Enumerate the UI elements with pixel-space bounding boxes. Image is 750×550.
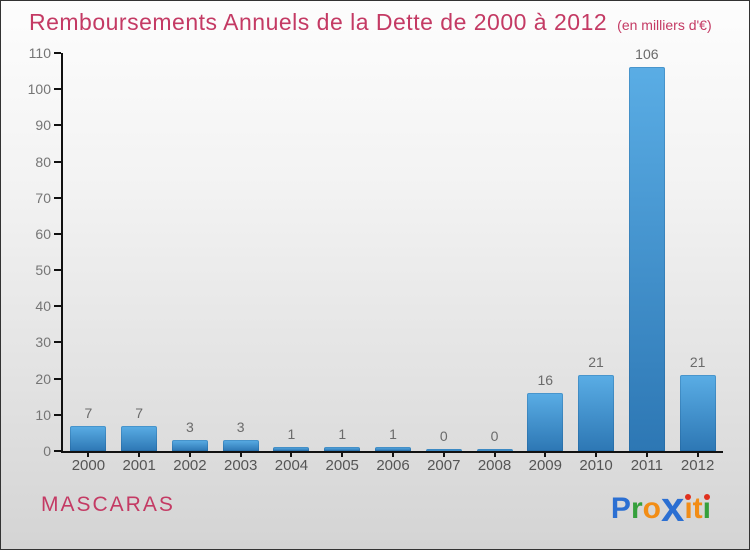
plot-area: 0 10 20 30 40 50 60 70 80 90 100 110 7 2000 7 2001 3 2002… [28, 46, 723, 474]
x-axis-tick-label: 2009 [528, 457, 562, 474]
bar-value-label: 0 [490, 428, 499, 444]
y-axis-tick [54, 196, 61, 199]
x-axis-tick [290, 451, 293, 457]
bar-2005 [324, 447, 361, 451]
x-axis-tick-label: 2003 [224, 457, 258, 474]
y-axis-tick-label: 40 [35, 298, 51, 315]
logo-letter: P [610, 492, 631, 525]
bar-value-label: 21 [689, 354, 706, 370]
x-axis-tick-label: 2002 [173, 457, 207, 474]
x-axis-tick [188, 451, 191, 457]
logo-letter: o [642, 492, 661, 525]
bar-value-label: 7 [135, 405, 144, 421]
bar-2003 [222, 440, 259, 451]
y-axis-tick-label: 30 [35, 334, 51, 351]
x-axis-tick [645, 451, 648, 457]
chart-subtitle: (en milliers d'€) [617, 17, 712, 33]
y-axis-tick-label: 0 [43, 443, 51, 459]
bar-value-label: 106 [635, 46, 659, 62]
x-axis-tick-label: 2010 [579, 457, 613, 474]
y-axis-tick-label: 100 [27, 81, 51, 98]
logo-letter: x [660, 483, 685, 530]
bar-value-label: 3 [236, 419, 245, 435]
bar-2009 [527, 393, 564, 451]
bar-2012 [679, 375, 716, 451]
y-axis-tick [54, 88, 61, 91]
x-axis-tick-label: 2008 [477, 457, 512, 474]
logo-letter-dot [703, 494, 710, 500]
logo-letter-dot [685, 494, 692, 500]
y-axis-tick-label: 60 [35, 225, 51, 242]
y-axis-tick [54, 232, 61, 235]
logo-letter: t [692, 492, 703, 525]
bar-value-label: 21 [588, 354, 604, 370]
bar-2002 [171, 440, 208, 451]
y-axis-tick [54, 160, 61, 163]
bar-2011 [628, 67, 665, 451]
bar-value-label: 0 [439, 428, 448, 444]
logo-letter: r [630, 492, 643, 525]
bar-value-label: 1 [338, 426, 347, 442]
bar-value-label: 1 [287, 426, 296, 442]
chart-header: Remboursements Annuels de la Dette de 20… [29, 9, 712, 36]
y-axis-tick [54, 413, 61, 416]
logo-letter: ı [684, 492, 693, 525]
y-axis-tick [54, 52, 61, 54]
y-axis-tick [54, 269, 61, 272]
bar-2006 [375, 447, 411, 451]
commune-name: MASCARAS [41, 493, 175, 516]
y-axis-tick [54, 124, 61, 127]
logo-letter: ı [702, 492, 711, 525]
x-axis-tick [595, 451, 598, 457]
y-axis-tick-label: 50 [35, 262, 51, 279]
y-axis-tick-label: 10 [35, 406, 51, 423]
bar-2000 [70, 426, 107, 451]
y-axis-tick [54, 305, 61, 308]
x-axis-tick-label: 2001 [122, 457, 156, 474]
x-axis-tick-label: 2011 [630, 457, 663, 474]
x-axis-tick [442, 451, 445, 457]
y-axis-tick-label: 90 [35, 117, 51, 134]
x-axis-tick-label: 2006 [376, 457, 410, 474]
bar-2004 [273, 447, 310, 451]
y-axis-tick [54, 341, 61, 344]
x-axis-tick-label: 2005 [325, 457, 359, 474]
x-axis-tick-label: 2004 [274, 457, 309, 474]
y-axis-tick-label: 110 [28, 45, 51, 61]
x-axis-tick [87, 451, 90, 457]
bar-value-label: 7 [84, 405, 93, 421]
x-axis-tick [544, 451, 547, 457]
x-axis-tick [493, 451, 496, 457]
bar-value-label: 1 [389, 426, 397, 442]
y-axis-tick [54, 377, 61, 380]
x-axis-tick [696, 451, 699, 457]
bar-value-label: 3 [186, 419, 194, 435]
x-axis-tick [341, 451, 344, 457]
bar-value-label: 16 [537, 372, 554, 388]
x-axis-tick [392, 451, 394, 457]
y-axis-tick-label: 80 [35, 153, 51, 170]
chart-title: Remboursements Annuels de la Dette de 20… [29, 9, 608, 35]
bar-2010 [578, 375, 615, 451]
bar-2001 [121, 426, 158, 451]
y-axis-tick-label: 70 [35, 189, 51, 206]
y-axis-tick-label: 20 [35, 370, 51, 387]
x-axis-tick-label: 2012 [680, 457, 715, 474]
bar-2007 [425, 449, 462, 451]
x-axis-tick-label: 2000 [71, 457, 106, 474]
y-axis-tick [54, 450, 61, 452]
x-axis-tick [239, 451, 242, 457]
x-axis-tick [138, 451, 141, 457]
bar-2008 [476, 449, 513, 451]
y-axis-line [61, 53, 63, 453]
x-axis-tick-label: 2007 [427, 457, 461, 474]
